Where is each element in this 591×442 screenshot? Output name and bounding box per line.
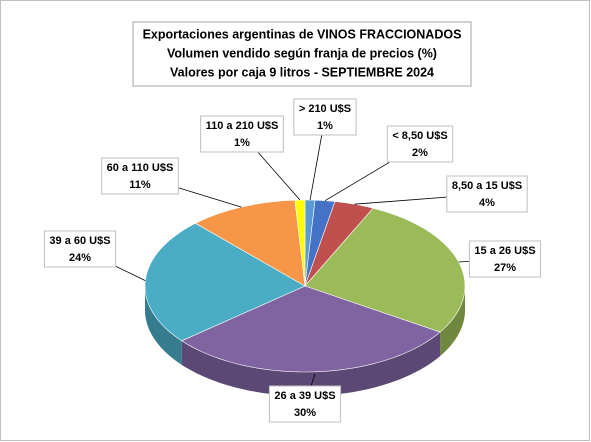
chart-subtitle: Valores por caja 9 litros - SEPTIEMBRE 2… xyxy=(170,65,434,79)
data-label-name: 8,50 a 15 U$S xyxy=(452,180,522,192)
slice xyxy=(194,199,306,287)
slice-side xyxy=(181,332,441,396)
slice-side-shade xyxy=(145,286,182,365)
data-label-value: 1% xyxy=(234,137,250,149)
labels: > 210 U$S 1% < 8,50 U$S 2% 8,50 a 15 U$S 4% 15… xyxy=(43,98,542,423)
data-label-value: 4% xyxy=(479,197,495,209)
slice-side-shade xyxy=(440,286,465,357)
chart-title: Exportaciones argentinas de VINOS FRACCI… xyxy=(143,27,462,41)
data-label-box xyxy=(268,385,342,423)
data-label-box xyxy=(468,240,542,278)
slice-side xyxy=(145,286,182,365)
chart-subtitle: Volumen vendido según franja de precios … xyxy=(167,46,437,60)
data-label-box xyxy=(101,157,179,195)
data-label-value: 11% xyxy=(129,179,151,191)
title-box xyxy=(132,21,472,87)
slice xyxy=(304,201,374,287)
data-label-value: 1% xyxy=(317,120,333,132)
data-label-name: < 8,50 U$S xyxy=(392,130,447,142)
slice xyxy=(144,222,306,342)
data-label-name: > 210 U$S xyxy=(299,103,351,115)
data-label-box xyxy=(446,175,528,213)
data-label-value: 27% xyxy=(494,262,516,274)
data-label-box xyxy=(386,125,454,163)
data-label-box xyxy=(200,115,284,153)
slice-side xyxy=(440,286,465,357)
slice-side-shade xyxy=(181,332,441,396)
data-label-name: 15 a 26 U$S xyxy=(474,245,535,257)
data-label-name: 110 a 210 U$S xyxy=(206,120,279,132)
data-label-name: 39 a 60 U$S xyxy=(49,235,110,247)
data-label-name: 60 a 110 U$S xyxy=(107,162,174,174)
data-label-value: 24% xyxy=(69,252,91,264)
data-label-value: 30% xyxy=(294,407,316,419)
data-label-box xyxy=(293,98,357,136)
slice xyxy=(181,285,441,373)
data-label-value: 2% xyxy=(412,147,428,159)
data-label-name: 26 a 39 U$S xyxy=(274,390,335,402)
data-label-box xyxy=(43,230,117,268)
